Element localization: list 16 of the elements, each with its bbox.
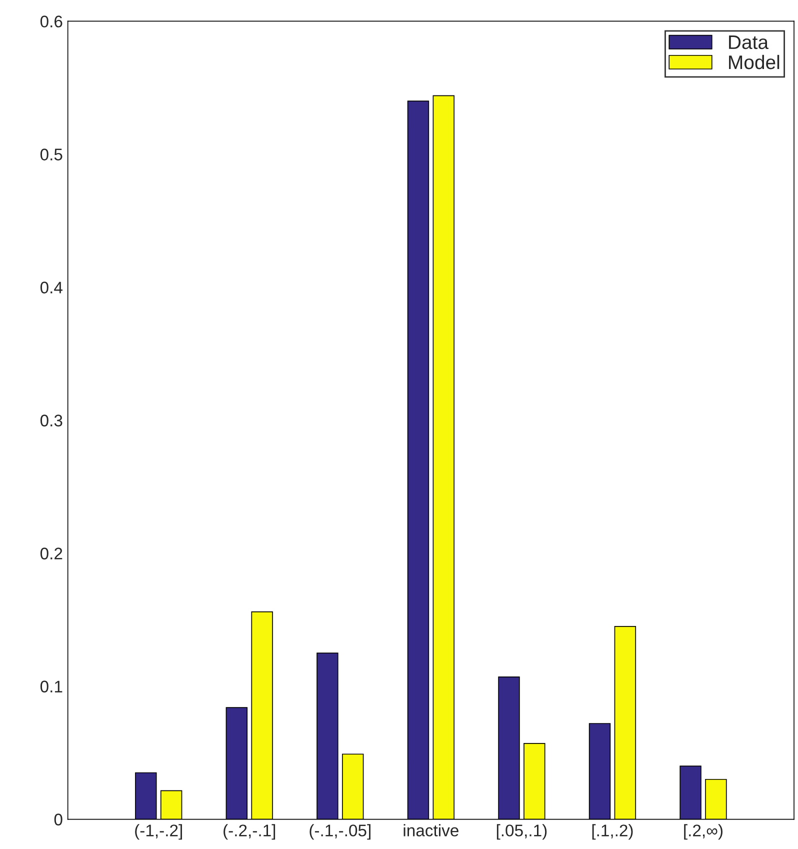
y-tick-label: 0.4	[40, 282, 62, 294]
y-tick-label: 0.2	[40, 548, 62, 560]
x-tick-label: [.05,.1)	[496, 824, 547, 840]
legend-label: Model	[729, 54, 780, 70]
y-tick-label: 0.5	[40, 148, 62, 160]
y-tick-label: 0.1	[40, 680, 62, 692]
x-tick-label: (-.2,-.1]	[224, 824, 276, 840]
y-tick-label: 0.6	[40, 16, 62, 28]
x-tick-label: (-1,-.2]	[135, 824, 182, 840]
x-tick-label: [.1,.2)	[592, 824, 633, 840]
legend-label: Data	[729, 36, 769, 50]
x-tick-label: [.2,∞)	[684, 824, 722, 840]
y-tick-label: 0.3	[40, 414, 62, 426]
x-tick-label: (-.1,-.05]	[310, 824, 370, 840]
y-tick-label: 0	[54, 814, 62, 826]
x-tick-label: inactive	[404, 824, 458, 836]
